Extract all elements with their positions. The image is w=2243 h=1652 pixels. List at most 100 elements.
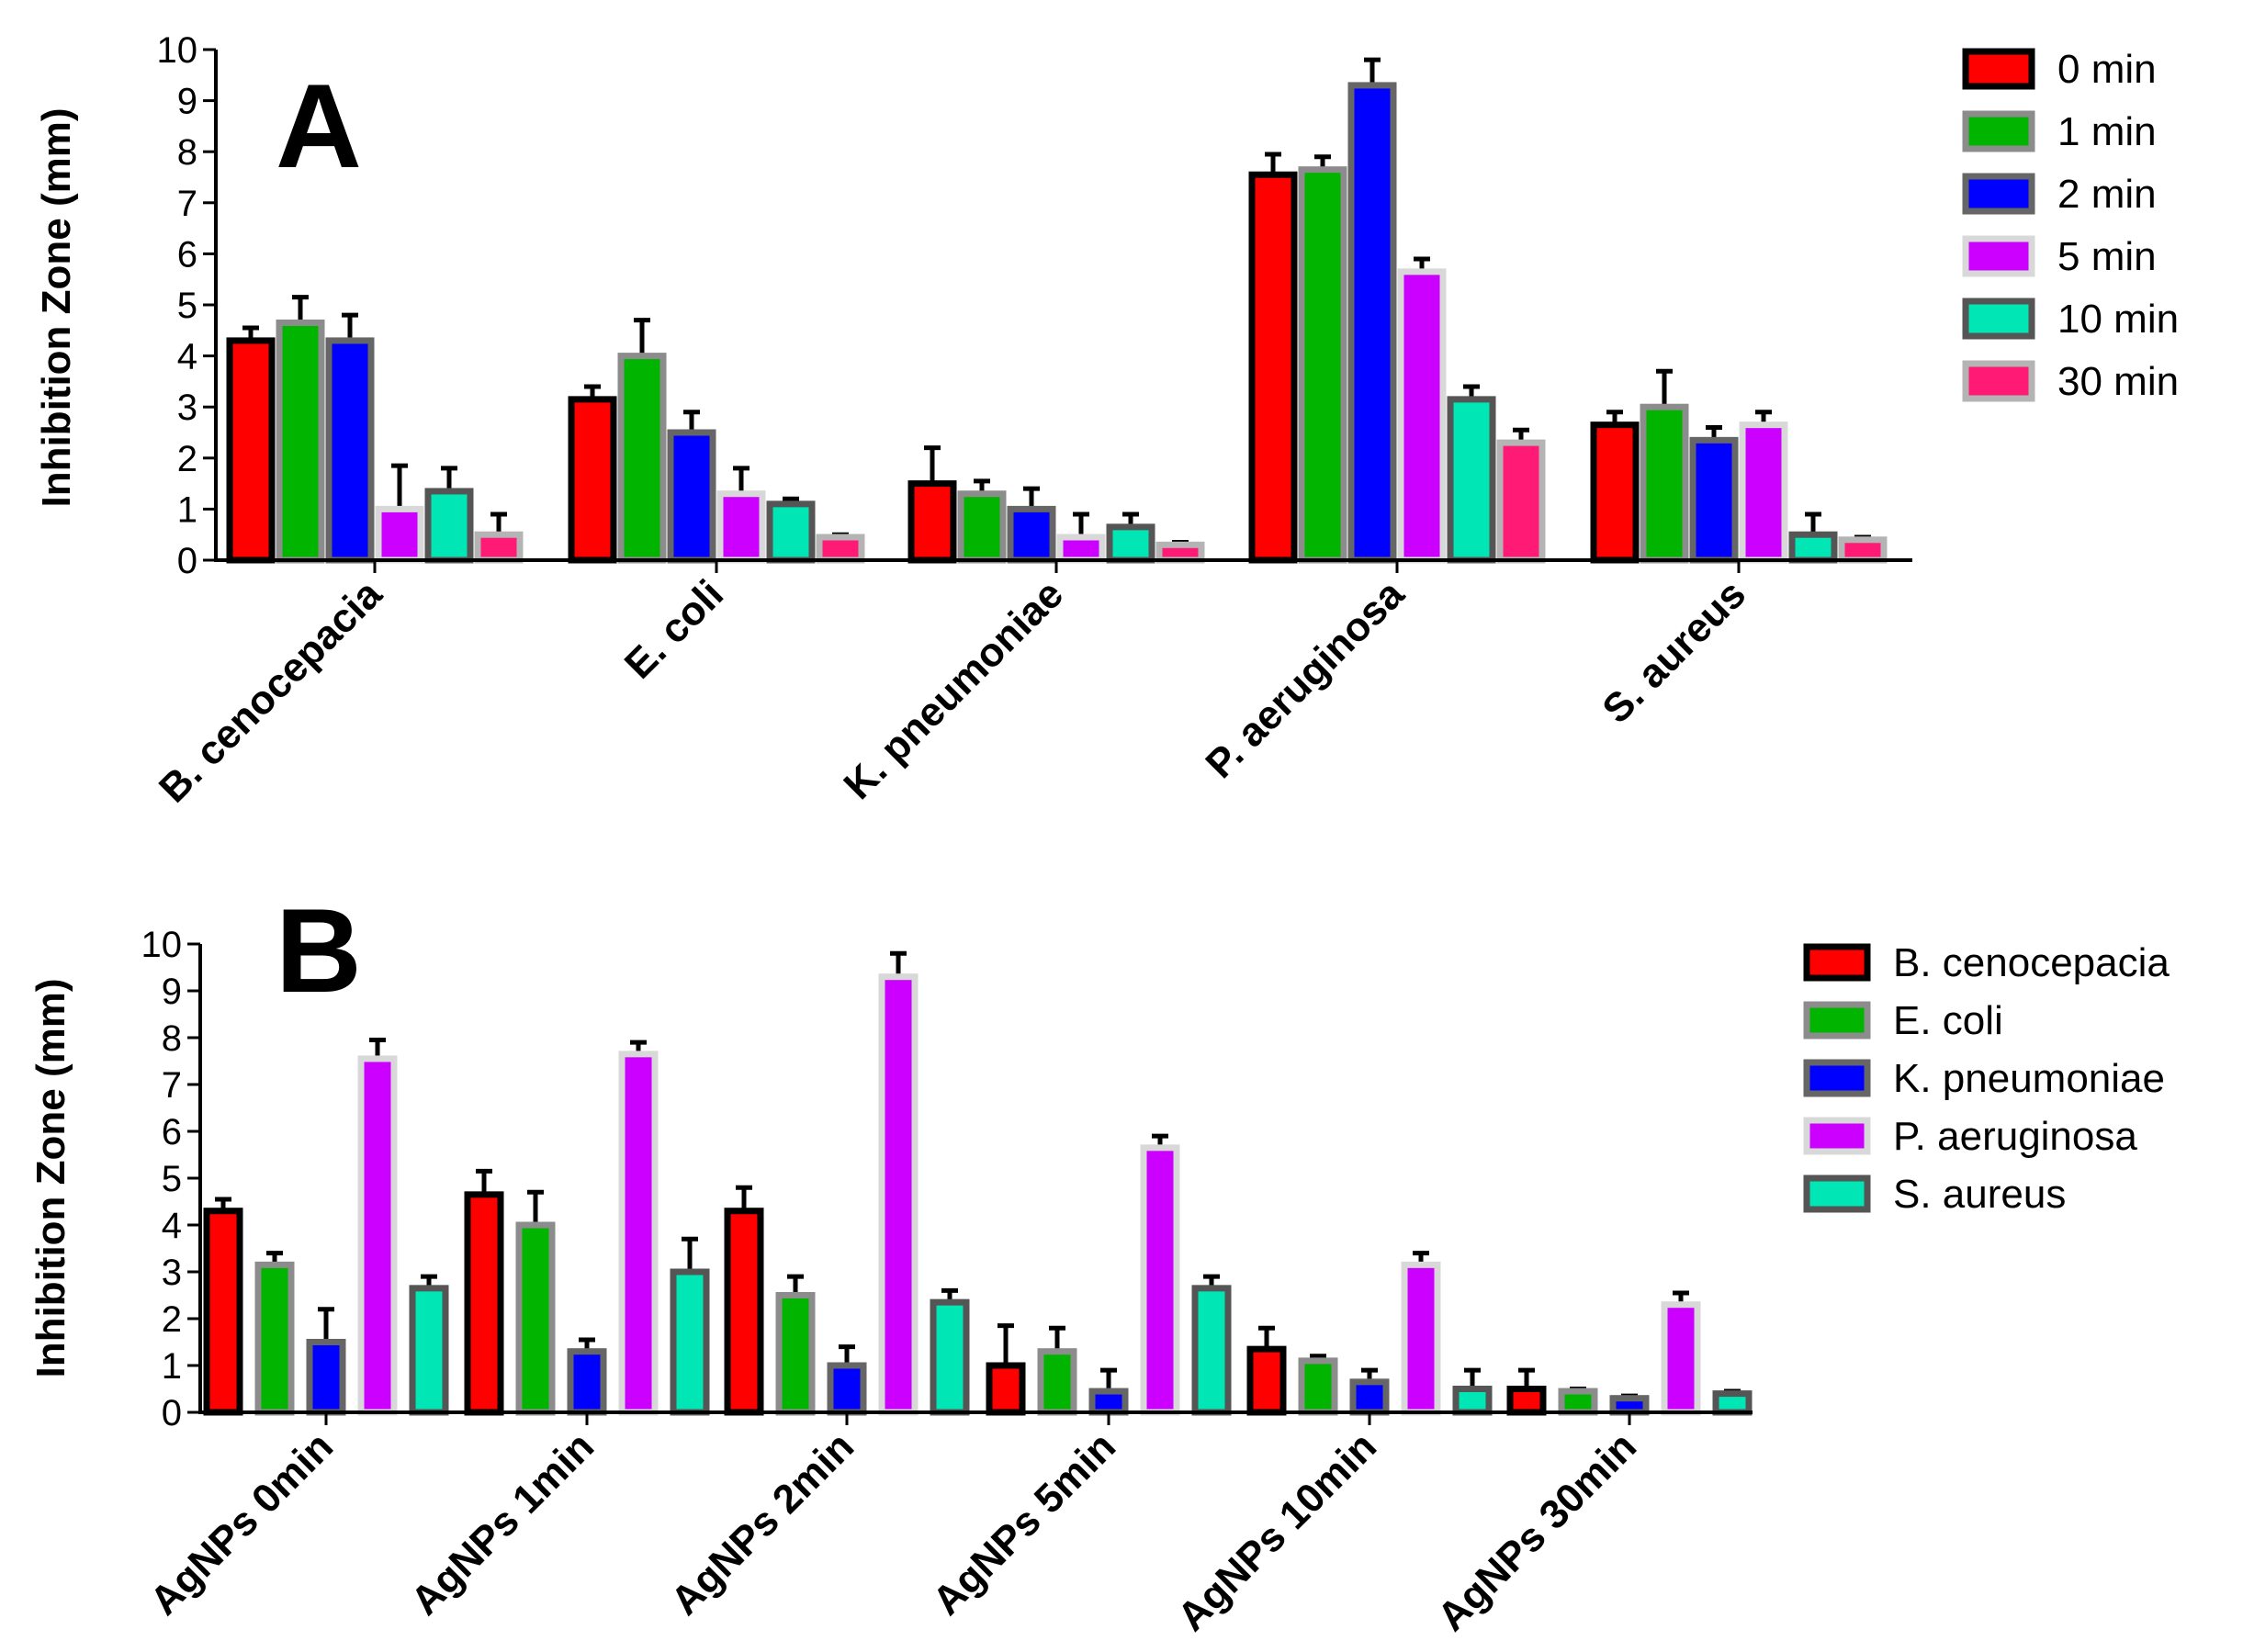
bar-agnps-1min-k-pneumoniae bbox=[567, 1348, 607, 1416]
bar-agnps-2min-k-pneumoniae bbox=[827, 1362, 867, 1416]
panel-a-bars bbox=[226, 57, 1888, 564]
bar-e-coli-0-min bbox=[568, 396, 617, 564]
legend-label-0-min: 0 min bbox=[2057, 47, 2157, 92]
category-label-agnps-5min: AgNPs 5min bbox=[924, 1423, 1124, 1624]
b-y-tick-label: 3 bbox=[162, 1253, 182, 1293]
panel-b-bars bbox=[203, 950, 1753, 1416]
bar-agnps-30min-k-pneumoniae bbox=[1609, 1395, 1650, 1416]
legend-swatch-10-min bbox=[1962, 298, 2035, 340]
legend-swatch-2-min bbox=[1962, 173, 2035, 215]
b-y-tick-label: 1 bbox=[162, 1346, 182, 1387]
bar-agnps-0min-b-cenocepacia bbox=[203, 1208, 243, 1416]
bar-s-aureus-5-min bbox=[1739, 421, 1788, 564]
a-y-tick-label: 1 bbox=[177, 489, 197, 530]
b-y-tick-label: 9 bbox=[162, 972, 182, 1012]
bar-e-coli-5-min bbox=[716, 490, 766, 564]
legend-swatch-5-min bbox=[1962, 235, 2035, 277]
bar-b-cenocepacia-1-min bbox=[276, 319, 325, 564]
panel-a-category-labels: B. cenocepacia E. coli K. pneumoniae P. aer… bbox=[151, 558, 1912, 812]
bar-agnps-30min-b-cenocepacia bbox=[1506, 1386, 1547, 1416]
bar-agnps-2min-b-cenocepacia bbox=[724, 1208, 764, 1416]
a-y-tick-label: 2 bbox=[177, 439, 197, 479]
a-y-tick-label: 3 bbox=[177, 388, 197, 428]
bar-k-pneumoniae-1-min bbox=[957, 490, 1007, 564]
legend-label-b-cenocepacia: B. cenocepacia bbox=[1893, 940, 2170, 985]
bar-e-coli-30-min bbox=[816, 534, 865, 564]
b-y-tick-label: 2 bbox=[162, 1299, 182, 1340]
a-y-tick-label: 10 bbox=[157, 30, 198, 71]
panel-a-legend: 0 min 1 min 2 min 5 min 10 min 30 min bbox=[1962, 47, 2179, 404]
a-y-tick-label: 4 bbox=[177, 337, 197, 377]
b-y-tick-label: 0 bbox=[162, 1393, 182, 1433]
legend-swatch-p-aeruginosa bbox=[1803, 1117, 1871, 1155]
legend-swatch-b-cenocepacia bbox=[1803, 943, 1871, 982]
bar-p-aeruginosa-1-min bbox=[1298, 166, 1347, 564]
bar-agnps-2min-s-aureus bbox=[930, 1298, 970, 1416]
bar-b-cenocepacia-30-min bbox=[474, 531, 524, 564]
bar-agnps-5min-k-pneumoniae bbox=[1088, 1388, 1129, 1416]
bar-s-aureus-10-min bbox=[1788, 531, 1838, 564]
legend-swatch-s-aureus bbox=[1803, 1174, 1871, 1213]
legend-label-10-min: 10 min bbox=[2057, 297, 2179, 342]
bar-p-aeruginosa-30-min bbox=[1496, 439, 1546, 564]
b-y-tick-label: 6 bbox=[162, 1112, 182, 1152]
bar-p-aeruginosa-2-min bbox=[1347, 82, 1397, 564]
category-label-agnps-30min: AgNPs 30min bbox=[1429, 1423, 1645, 1639]
bar-agnps-5min-e-coli bbox=[1037, 1348, 1077, 1416]
bar-agnps-10min-p-aeruginosa bbox=[1401, 1261, 1441, 1416]
bar-b-cenocepacia-5-min bbox=[375, 505, 424, 564]
bar-s-aureus-0-min bbox=[1590, 421, 1640, 564]
bar-agnps-5min-b-cenocepacia bbox=[986, 1362, 1026, 1416]
bar-agnps-30min-e-coli bbox=[1558, 1388, 1598, 1416]
bar-p-aeruginosa-0-min bbox=[1248, 171, 1298, 564]
a-y-tick-label: 5 bbox=[177, 286, 197, 326]
bar-agnps-2min-p-aeruginosa bbox=[878, 973, 919, 1416]
bar-agnps-0min-p-aeruginosa bbox=[357, 1055, 398, 1416]
bar-agnps-30min-p-aeruginosa bbox=[1661, 1301, 1701, 1416]
bar-agnps-0min-k-pneumoniae bbox=[306, 1339, 346, 1416]
bar-agnps-5min-s-aureus bbox=[1191, 1285, 1232, 1416]
bar-s-aureus-30-min bbox=[1838, 536, 1888, 564]
bar-agnps-10min-e-coli bbox=[1298, 1357, 1338, 1416]
legend-swatch-k-pneumoniae bbox=[1803, 1059, 1871, 1097]
bar-agnps-1min-p-aeruginosa bbox=[618, 1051, 659, 1416]
bar-s-aureus-2-min bbox=[1689, 436, 1739, 564]
legend-swatch-0-min bbox=[1962, 48, 2035, 90]
bar-k-pneumoniae-0-min bbox=[907, 480, 957, 564]
bar-k-pneumoniae-5-min bbox=[1056, 534, 1106, 564]
panel-a-bar-chart: A Inhibition Zone (mm) 0 1 2 3 4 5 6 7 8 9 10 B. c… bbox=[34, 30, 2179, 812]
panel-b-category-labels: AgNPs 0min AgNPs 1min AgNPs 2min AgNPs 5min… bbox=[141, 1410, 1753, 1640]
legend-label-5-min: 5 min bbox=[2057, 234, 2157, 279]
a-y-tick-label: 7 bbox=[177, 184, 197, 224]
legend-label-k-pneumoniae: K. pneumoniae bbox=[1893, 1056, 2165, 1101]
b-y-tick-label: 7 bbox=[162, 1065, 182, 1106]
bar-agnps-10min-s-aureus bbox=[1452, 1386, 1493, 1416]
bar-agnps-10min-k-pneumoniae bbox=[1349, 1378, 1390, 1416]
bar-agnps-0min-e-coli bbox=[254, 1261, 295, 1416]
bar-e-coli-1-min bbox=[617, 353, 667, 564]
legend-label-p-aeruginosa: P. aeruginosa bbox=[1893, 1114, 2137, 1159]
legend-label-1-min: 1 min bbox=[2057, 109, 2157, 154]
panel-a-letter: A bbox=[276, 59, 362, 193]
bar-agnps-2min-e-coli bbox=[775, 1292, 816, 1416]
a-y-tick-label: 6 bbox=[177, 234, 197, 275]
panel-b-bar-chart: B Inhibition Zone (mm) 0 1 2 3 4 5 6 7 8 9 10 AgNP… bbox=[28, 883, 2170, 1640]
category-label-agnps-2min: AgNPs 2min bbox=[662, 1423, 862, 1624]
legend-swatch-e-coli bbox=[1803, 1001, 1871, 1040]
category-label-s-aureus: S. aureus bbox=[1594, 571, 1754, 732]
bar-p-aeruginosa-5-min bbox=[1397, 268, 1447, 564]
legend-label-e-coli: E. coli bbox=[1893, 998, 2003, 1043]
category-label-k-pneumoniae: K. pneumoniae bbox=[835, 571, 1072, 808]
bar-p-aeruginosa-10-min bbox=[1447, 396, 1496, 564]
legend-swatch-1-min bbox=[1962, 110, 2035, 152]
legend-label-s-aureus: S. aureus bbox=[1893, 1172, 2066, 1217]
bar-agnps-1min-b-cenocepacia bbox=[464, 1191, 504, 1416]
panel-a-y-axis-title: Inhibition Zone (mm) bbox=[34, 107, 79, 507]
category-label-agnps-1min: AgNPs 1min bbox=[402, 1423, 603, 1624]
a-y-tick-label: 8 bbox=[177, 132, 197, 173]
bar-b-cenocepacia-0-min bbox=[226, 337, 276, 564]
bar-s-aureus-1-min bbox=[1640, 403, 1689, 564]
category-label-p-aeruginosa: P. aeruginosa bbox=[1197, 571, 1413, 787]
category-label-agnps-0min: AgNPs 0min bbox=[141, 1423, 342, 1624]
b-y-tick-label: 4 bbox=[162, 1206, 182, 1246]
